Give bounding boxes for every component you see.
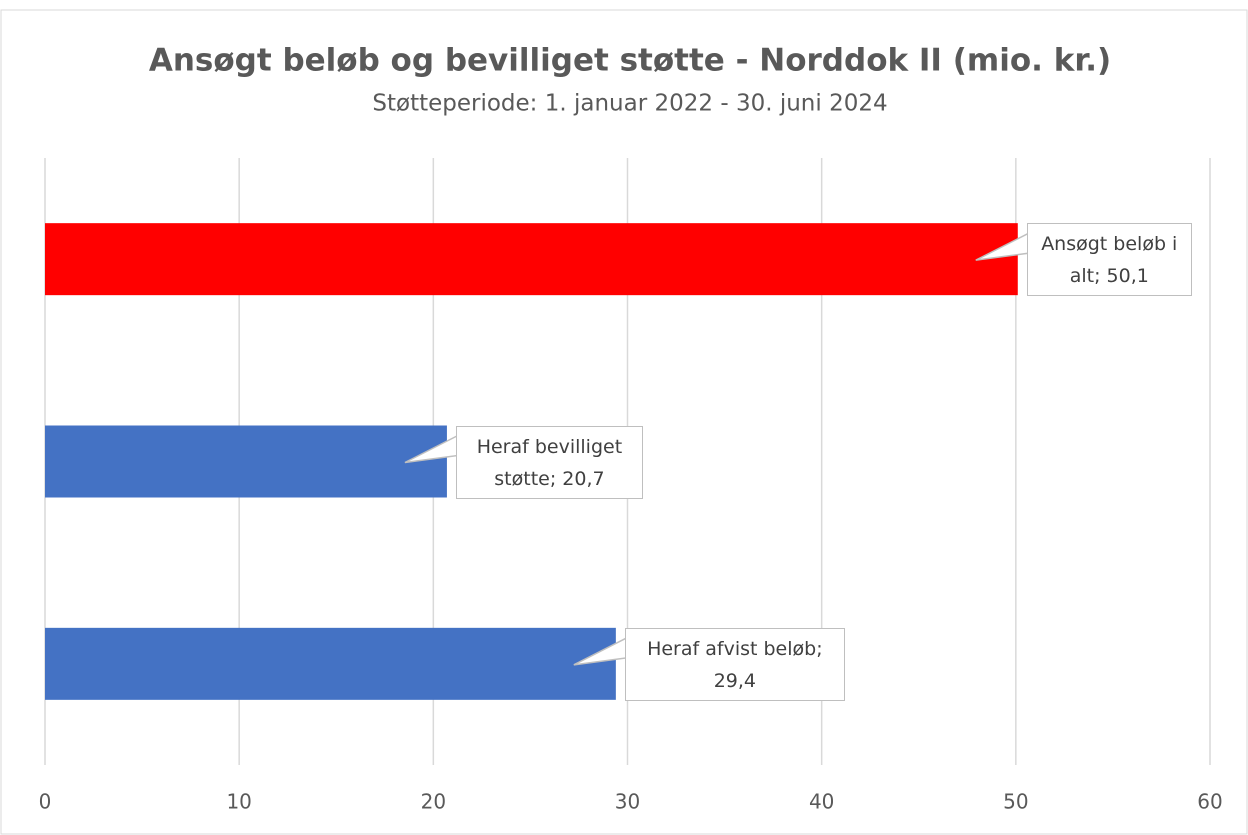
x-tick-label: 50 [1003, 790, 1028, 814]
data-label: Heraf afvist beløb; 29,4 [624, 627, 845, 701]
x-tick-label: 30 [615, 790, 640, 814]
bar [45, 425, 447, 498]
x-tick-label: 10 [226, 790, 251, 814]
chart-subtitle: Støtteperiode: 1. januar 2022 - 30. juni… [372, 91, 887, 117]
x-tick-label: 60 [1197, 790, 1222, 814]
chart-title: Ansøgt beløb og bevilliget støtte - Nord… [149, 43, 1111, 79]
data-label: Heraf bevilliget støtte; 20,7 [455, 425, 643, 499]
chart-frame [0, 9, 1248, 835]
x-tick-label: 40 [809, 790, 834, 814]
data-label: Ansøgt beløb i alt; 50,1 [1026, 223, 1192, 297]
x-tick-label: 0 [39, 790, 52, 814]
bar [45, 223, 1018, 296]
bar [45, 627, 616, 700]
x-tick-label: 20 [421, 790, 446, 814]
